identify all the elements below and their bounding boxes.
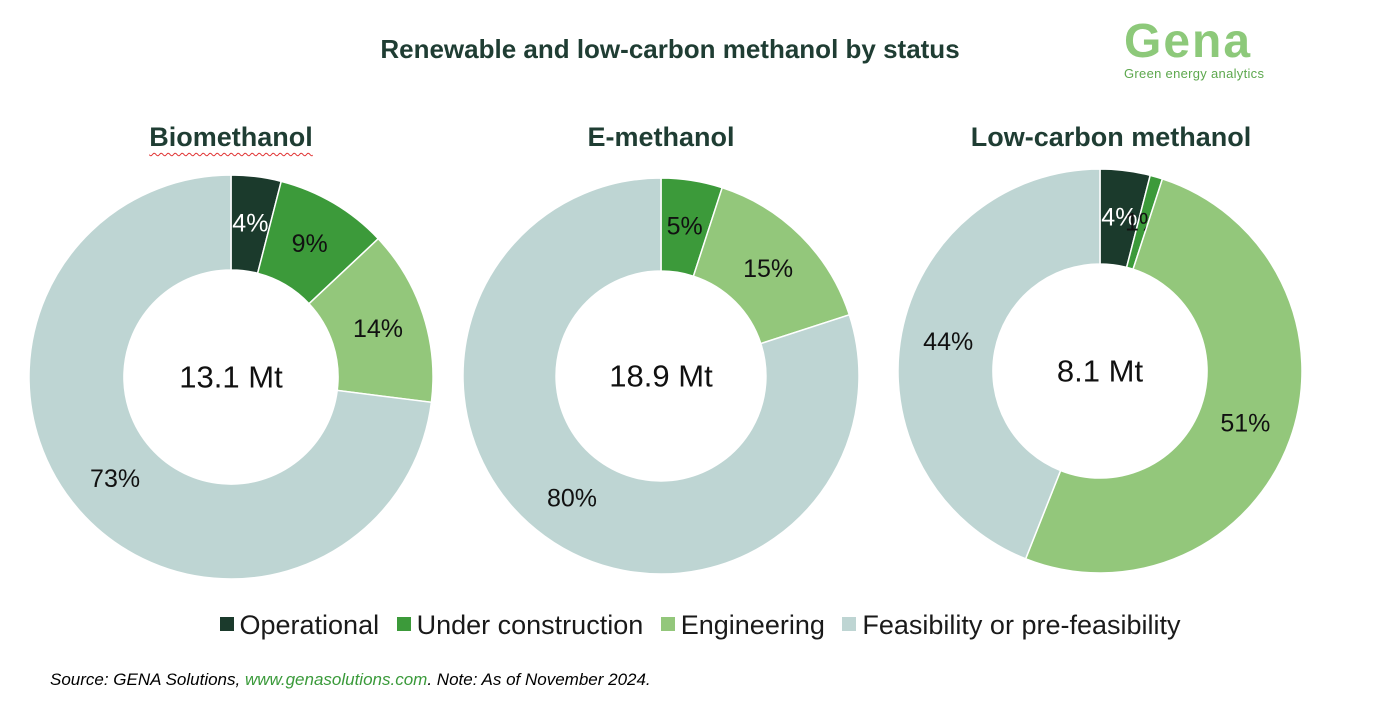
slice-engineering: [307, 237, 434, 404]
chart-title: Renewable and low-carbon methanol by sta…: [380, 34, 960, 64]
logo-tagline: Green energy analytics: [1124, 66, 1265, 81]
e-methanol-title: E-methanol: [587, 122, 735, 152]
legend-label: Operational: [239, 610, 380, 640]
legend-item-engineering: Engineering: [660, 610, 825, 641]
legend-item-under-construction: Under construction: [396, 610, 644, 641]
legend-label: Under construction: [416, 610, 644, 640]
slice-label-engineering: 15%: [743, 255, 793, 283]
legend-label: Engineering: [680, 610, 825, 640]
slice-label-operational: 4%: [1101, 204, 1137, 232]
slice-label-engineering: 51%: [1220, 409, 1270, 437]
logo-wordmark: Gena: [1124, 15, 1253, 68]
low-carbon-methanol-title: Low-carbon methanol: [970, 122, 1252, 152]
slice-engineering: [1024, 177, 1303, 574]
slice-label-under-construction: 9%: [292, 230, 328, 258]
legend-swatch-operational: [219, 617, 234, 631]
slice-feasibility: [897, 168, 1101, 560]
center-total-label: 18.9 Mt: [609, 359, 713, 394]
slice-label-feasibility: 44%: [923, 328, 973, 356]
center-total-label: 13.1 Mt: [179, 360, 283, 395]
legend-item-operational: Operational: [219, 610, 380, 641]
slice-feasibility: [28, 174, 433, 580]
slice-label-engineering: 14%: [353, 315, 403, 343]
legend-swatch-under-construction: [396, 617, 411, 631]
legend-swatch-feasibility: [842, 617, 857, 631]
source-suffix: . Note: As of November 2024.: [427, 670, 651, 689]
legend-item-feasibility: Feasibility or pre-feasibility: [842, 610, 1181, 641]
e-methanol-donut: 5% 15% 80% 18.9 Mt: [462, 177, 860, 575]
legend: Operational Under construction Engineeri…: [0, 610, 1375, 641]
source-note: Source: GENA Solutions, www.genasolution…: [50, 670, 651, 690]
slice-label-under-construction: 5%: [667, 212, 703, 240]
slice-label-feasibility: 80%: [547, 485, 597, 513]
slice-label-operational: 4%: [232, 210, 268, 238]
legend-swatch-engineering: [660, 617, 675, 631]
gena-logo: Gena Green energy analytics: [1124, 15, 1294, 82]
center-total-label: 8.1 Mt: [1057, 354, 1144, 389]
source-prefix: Source: GENA Solutions,: [50, 670, 245, 689]
biomethanol-title: Biomethanol: [149, 122, 313, 152]
slice-feasibility: [462, 177, 860, 575]
legend-label: Feasibility or pre-feasibility: [862, 610, 1181, 640]
source-link[interactable]: www.genasolutions.com: [244, 670, 428, 689]
low-carbon-methanol-donut: 4%1%51%44%8.1 Mt: [897, 168, 1303, 574]
slice-label-feasibility: 73%: [90, 465, 140, 493]
biomethanol-donut: 4% 9% 14% 73% 13.1 Mt: [28, 174, 434, 580]
